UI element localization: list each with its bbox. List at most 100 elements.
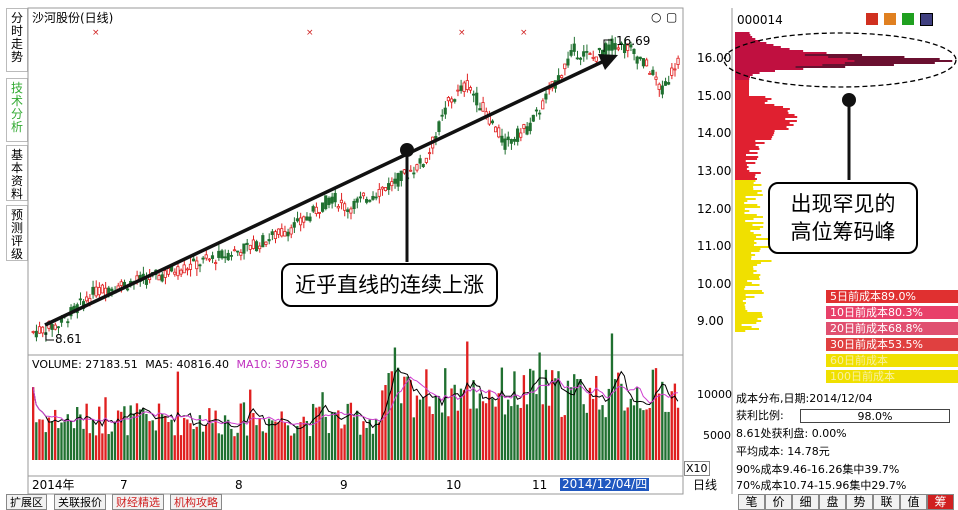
chip-bar (735, 136, 773, 138)
chip-bar (735, 302, 746, 304)
candle-body (223, 256, 227, 259)
candle-body (270, 231, 274, 235)
tab-detail[interactable]: 细 (792, 494, 819, 510)
legend-20d[interactable]: 20日前成本68.8% (826, 322, 958, 335)
volume-bar (101, 433, 104, 460)
chip-bar (735, 78, 750, 80)
chip-bar (735, 220, 746, 222)
volume-bar (359, 434, 362, 460)
tab-linked[interactable]: 联 (873, 494, 900, 510)
chip-bar (735, 110, 788, 112)
volume-bar (374, 418, 378, 460)
candle-body (594, 56, 598, 62)
chip-bar (735, 202, 745, 204)
candle-body (374, 196, 378, 199)
date-tick: 10 (446, 478, 462, 492)
chip-bar (735, 118, 786, 120)
candle-body (144, 279, 148, 285)
volume-bar (88, 433, 91, 460)
date-tick: 2014年 (32, 478, 75, 492)
tab-value[interactable]: 值 (900, 494, 927, 510)
period-label[interactable]: 日线 (693, 478, 718, 492)
tab-related-quotes[interactable]: 关联报价 (54, 494, 106, 510)
chip-bar (735, 274, 761, 276)
chip-bar (735, 322, 757, 324)
volume-value: 27183.51 (85, 358, 138, 371)
candle-body (591, 56, 595, 59)
tab-forecast[interactable]: 预测评级 (6, 205, 28, 261)
tab-finance-picks[interactable]: 财经精选 (112, 494, 164, 510)
volume-bar (138, 409, 142, 460)
candle-body (195, 260, 199, 270)
candle-body (220, 250, 224, 259)
cost-70: 70%成本10.74-15.96集中29.7% (736, 479, 907, 492)
chip-bar (735, 320, 762, 322)
volume-bar (390, 371, 393, 460)
volume-bar (173, 435, 176, 460)
flag-icon-green[interactable] (902, 13, 914, 25)
low-marker-line (45, 332, 54, 341)
circle-icon[interactable]: ○ (651, 10, 662, 24)
volume-bar (535, 394, 538, 460)
candle-body (607, 44, 611, 51)
flag-icon-red[interactable] (866, 13, 878, 25)
volume-bar (513, 371, 516, 460)
volume-bar (299, 422, 302, 460)
candle-body (632, 48, 636, 55)
candle-body (324, 195, 328, 210)
peak-pointer-dot (842, 93, 856, 107)
tab-technical[interactable]: 技术分析 (6, 78, 28, 142)
candle-body (390, 181, 394, 187)
volume-bar (519, 407, 522, 460)
candle-body (330, 196, 334, 204)
chip-bar (735, 268, 754, 270)
tab-price[interactable]: 价 (765, 494, 792, 510)
chip-bar (735, 142, 765, 144)
chip-bar (735, 176, 755, 178)
settings-icon[interactable] (920, 13, 933, 26)
volume-bar (120, 411, 123, 460)
chip-bar (735, 162, 756, 164)
volume-bar (484, 403, 488, 460)
candle-body (94, 286, 98, 297)
stats-date: 2014/12/04 (809, 392, 873, 405)
candle-body (204, 254, 208, 259)
volume-bar (148, 421, 151, 460)
chip-bar (735, 182, 754, 184)
legend-100d[interactable]: 100日前成本 (826, 370, 958, 383)
chip-bar (735, 58, 940, 60)
volume-bar (195, 426, 198, 460)
window-icon[interactable]: ▢ (666, 10, 678, 24)
chip-bar (735, 314, 763, 316)
tab-orderbook[interactable]: 盘 (819, 494, 846, 510)
chip-bar (735, 50, 804, 52)
chip-bar (735, 36, 753, 38)
candle-body (657, 83, 661, 90)
volume-bar (186, 419, 189, 460)
volume-bar (227, 419, 230, 460)
volume-bar (629, 398, 633, 460)
tab-institution[interactable]: 机构攻略 (170, 494, 222, 510)
candle-body (393, 178, 397, 184)
tab-chips[interactable]: 筹 (927, 494, 954, 510)
chip-bar (735, 44, 774, 46)
chip-bar (735, 130, 775, 132)
candle-body (509, 139, 513, 144)
legend-5d[interactable]: 5日前成本89.0% (826, 290, 958, 303)
candle-body (100, 284, 104, 294)
chip-bar (735, 316, 763, 318)
price-tick: 13.00 (697, 164, 732, 178)
flag-icon-orange[interactable] (884, 13, 896, 25)
tab-trend[interactable]: 势 (846, 494, 873, 510)
tab-ticks[interactable]: 笔 (738, 494, 765, 510)
volume-bar (400, 403, 403, 460)
candle-body (157, 275, 161, 281)
legend-30d[interactable]: 30日前成本53.5% (826, 338, 958, 351)
candle-body (298, 217, 303, 226)
chip-bar (735, 280, 748, 282)
legend-60d[interactable]: 60日前成本 (826, 354, 958, 367)
tab-extension[interactable]: 扩展区 (6, 494, 47, 510)
volume-bar (639, 408, 642, 460)
volume-bar (551, 370, 554, 460)
legend-10d[interactable]: 10日前成本80.3% (826, 306, 958, 319)
